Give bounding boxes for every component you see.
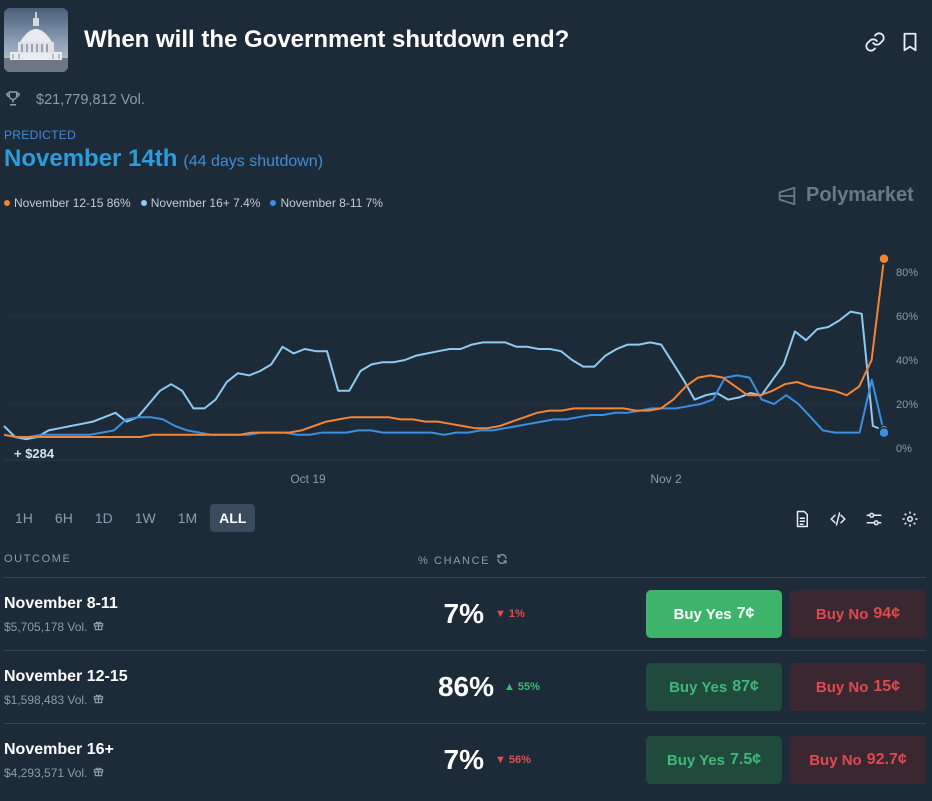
x-tick-label: Oct 19 (290, 472, 326, 486)
legend-label: November 8-11 7% (280, 196, 383, 210)
outcome-volume: $4,293,571 Vol. (4, 766, 104, 780)
market-image (4, 8, 68, 72)
chance-change: ▼ 1% (495, 608, 525, 620)
table-divider (4, 577, 926, 578)
buy-no-button[interactable]: Buy No 94¢ (790, 590, 926, 638)
chart-legend: November 12-15 86% November 16+ 7.4% Nov… (4, 196, 383, 210)
predicted-date: November 14th (4, 145, 178, 172)
legend-item: November 8-11 7% (270, 196, 383, 210)
outcome-volume-text: $5,705,178 Vol. (4, 620, 88, 634)
gear-icon[interactable] (901, 510, 919, 528)
buy-yes-price: 7¢ (736, 605, 755, 622)
y-tick-label: 60% (896, 311, 918, 323)
legend-dot (270, 200, 277, 206)
outcome-volume-text: $4,293,571 Vol. (4, 766, 88, 780)
time-range-selector: 1H 6H 1D 1W 1M ALL (6, 504, 256, 532)
legend-label: November 16+ 7.4% (150, 196, 261, 210)
range-1m[interactable]: 1M (177, 510, 198, 526)
polymarket-logo-icon (778, 186, 796, 205)
buy-no-label: Buy No (815, 605, 869, 623)
link-icon[interactable] (864, 31, 886, 53)
predicted-label: PREDICTED (4, 128, 77, 142)
buy-yes-button[interactable]: Buy Yes 87¢ (646, 663, 782, 711)
outcome-volume-text: $1,598,483 Vol. (4, 693, 88, 707)
buy-no-price: 15¢ (873, 678, 901, 695)
range-6h[interactable]: 6H (54, 510, 73, 526)
outcome-chance: 7% (443, 598, 484, 629)
bookmark-icon[interactable] (899, 31, 921, 53)
chart-settings-sliders-icon[interactable] (865, 510, 883, 528)
refresh-icon[interactable] (496, 553, 508, 568)
y-tick-label: 20% (896, 399, 918, 411)
down-triangle-icon: ▼ (495, 754, 506, 766)
buy-yes-price: 7.5¢ (729, 751, 762, 768)
outcome-volume: $5,705,178 Vol. (4, 620, 104, 634)
buy-yes-label: Buy Yes (669, 678, 728, 696)
series-endpoint (878, 253, 890, 265)
chance-header-label: % CHANCE (418, 554, 491, 567)
market-title: When will the Government shutdown end? (84, 26, 570, 53)
series-line (3, 374, 885, 438)
buy-yes-price: 87¢ (732, 678, 759, 695)
embed-code-icon[interactable] (829, 510, 847, 528)
buy-no-button[interactable]: Buy No 15¢ (790, 663, 926, 711)
chance-column-header: % CHANCE (418, 553, 508, 568)
legend-label: November 12-15 86% (14, 196, 131, 210)
buy-no-price: 94¢ (873, 605, 901, 622)
series-endpoint (878, 426, 890, 439)
polymarket-watermark: Polymarket (776, 184, 914, 207)
trophy-icon (4, 89, 22, 111)
table-divider (4, 650, 926, 651)
outcome-name: November 12-15 (4, 668, 128, 685)
x-tick-label: Nov 2 (650, 472, 682, 486)
buy-yes-button[interactable]: Buy Yes 7.5¢ (646, 736, 782, 784)
outcome-name: November 16+ (4, 741, 114, 758)
price-chart[interactable]: 80% 60% 40% 20% 0% Oct 19 Nov 2 + $284 (0, 240, 932, 495)
range-1w[interactable]: 1W (134, 510, 156, 526)
chance-change-value: 56% (508, 754, 531, 766)
y-tick-label: 40% (896, 355, 918, 367)
buy-yes-label: Buy Yes (666, 751, 725, 769)
outcome-volume: $1,598,483 Vol. (4, 693, 104, 707)
total-volume: $21,779,812 Vol. (36, 92, 145, 108)
legend-dot (140, 200, 147, 206)
buy-yes-button[interactable]: Buy Yes 7¢ (646, 590, 782, 638)
capitol-icon (4, 12, 68, 72)
predicted-value: November 14th (44 days shutdown) (4, 145, 323, 173)
series-line (3, 310, 885, 441)
gift-icon (93, 693, 104, 707)
buy-yes-label: Buy Yes (673, 605, 732, 623)
chance-change-value: 1% (508, 608, 525, 620)
outcome-chance: 7% (443, 744, 484, 775)
up-triangle-icon: ▲ (504, 681, 515, 693)
gift-icon (93, 766, 104, 780)
chance-change: ▲ 55% (504, 681, 540, 693)
down-triangle-icon: ▼ (495, 608, 506, 620)
buy-no-price: 92.7¢ (866, 751, 907, 768)
chance-change: ▼ 56% (495, 754, 531, 766)
outcome-name: November 8-11 (4, 595, 118, 612)
range-1h[interactable]: 1H (15, 510, 33, 526)
table-divider (4, 723, 926, 724)
outcome-chance: 86% (437, 671, 494, 702)
chance-change-value: 55% (517, 681, 540, 693)
predicted-subtitle: (44 days shutdown) (183, 153, 324, 170)
legend-item: November 12-15 86% (4, 196, 131, 210)
range-all[interactable]: ALL (210, 504, 256, 532)
series-line (3, 258, 885, 438)
gift-icon (93, 620, 104, 634)
buy-no-button[interactable]: Buy No 92.7¢ (790, 736, 926, 784)
legend-dot (4, 200, 10, 206)
y-tick-label: 0% (896, 443, 912, 455)
watermark-text: Polymarket (806, 184, 914, 206)
outcome-column-header: OUTCOME (4, 553, 72, 565)
buy-no-label: Buy No (809, 751, 862, 769)
y-tick-label: 80% (896, 267, 918, 279)
legend-item: November 16+ 7.4% (140, 196, 261, 210)
buy-no-label: Buy No (815, 678, 869, 696)
volume-row: $21,779,812 Vol. (4, 89, 145, 111)
rules-document-icon[interactable] (793, 510, 811, 528)
pnl-label: + $284 (14, 446, 55, 461)
range-1d[interactable]: 1D (94, 510, 113, 526)
